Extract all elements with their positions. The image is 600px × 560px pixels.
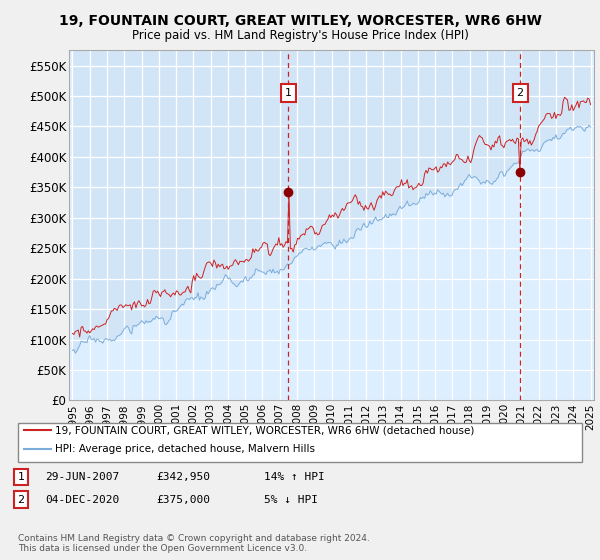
Text: 2: 2 [517,88,524,98]
Text: HPI: Average price, detached house, Malvern Hills: HPI: Average price, detached house, Malv… [55,444,315,454]
Text: 1: 1 [285,88,292,98]
Text: Price paid vs. HM Land Registry's House Price Index (HPI): Price paid vs. HM Land Registry's House … [131,29,469,42]
Text: £375,000: £375,000 [156,494,210,505]
Text: 2: 2 [17,494,25,505]
Text: 5% ↓ HPI: 5% ↓ HPI [264,494,318,505]
Text: 19, FOUNTAIN COURT, GREAT WITLEY, WORCESTER, WR6 6HW: 19, FOUNTAIN COURT, GREAT WITLEY, WORCES… [59,14,541,28]
Text: £342,950: £342,950 [156,472,210,482]
Text: 04-DEC-2020: 04-DEC-2020 [45,494,119,505]
Text: Contains HM Land Registry data © Crown copyright and database right 2024.
This d: Contains HM Land Registry data © Crown c… [18,534,370,553]
Text: 29-JUN-2007: 29-JUN-2007 [45,472,119,482]
Text: 14% ↑ HPI: 14% ↑ HPI [264,472,325,482]
Text: 19, FOUNTAIN COURT, GREAT WITLEY, WORCESTER, WR6 6HW (detached house): 19, FOUNTAIN COURT, GREAT WITLEY, WORCES… [55,425,475,435]
Text: 1: 1 [17,472,25,482]
